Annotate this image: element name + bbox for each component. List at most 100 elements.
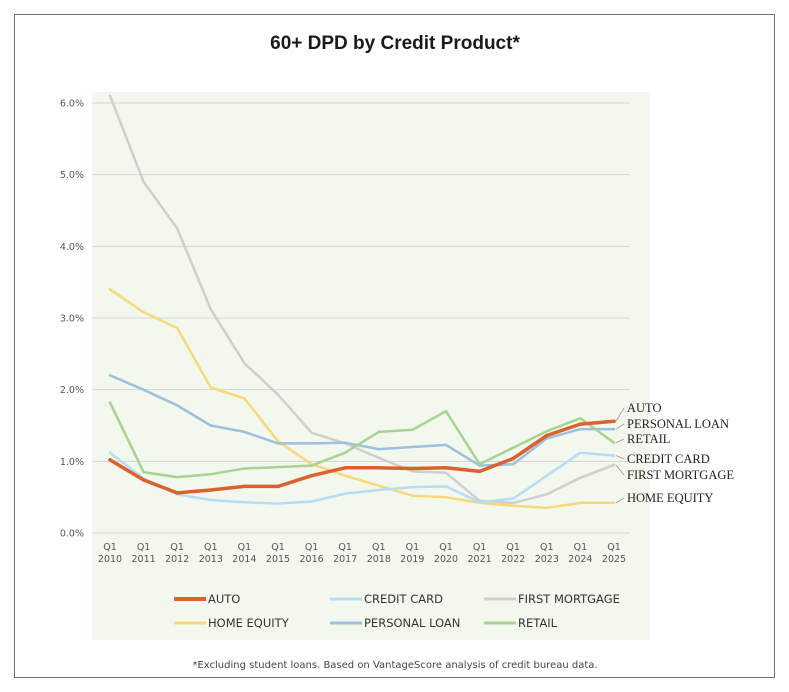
data-point-home-equity [579, 501, 582, 505]
series-line-first-mortgage [108, 94, 616, 505]
data-point-personal-loan [209, 424, 213, 427]
chart-title: 60+ DPD by Credit Product* [270, 33, 520, 54]
x-tick-label: Q1 [574, 542, 588, 553]
series-line-home-equity [108, 288, 616, 510]
data-point-first-mortgage [276, 393, 280, 396]
x-tick-label: 2018 [367, 554, 391, 565]
data-point-home-equity [545, 506, 549, 510]
x-axis: Q12010Q12011Q12012Q12013Q12014Q12015Q120… [98, 542, 626, 565]
x-tick-label: Q1 [607, 542, 621, 553]
x-tick-label: Q1 [103, 542, 117, 553]
x-tick-label: 2017 [333, 554, 357, 565]
data-point-retail [478, 462, 481, 466]
x-tick-label: Q1 [540, 542, 554, 553]
data-point-first-mortgage [175, 227, 179, 230]
series-line-auto [108, 419, 616, 495]
legend-label: AUTO [208, 592, 240, 606]
series-lines [108, 94, 616, 510]
y-tick-label: 6.0% [60, 99, 84, 110]
data-point-personal-loan [142, 388, 145, 391]
data-point-home-equity [511, 504, 515, 508]
data-point-personal-loan [377, 447, 381, 451]
end-label: FIRST MORTGAGE [627, 468, 734, 482]
end-label: RETAIL [627, 432, 670, 446]
y-tick-label: 1.0% [60, 457, 84, 468]
x-tick-label: Q1 [238, 542, 252, 553]
x-tick-label: Q1 [372, 542, 386, 553]
data-point-auto [444, 466, 448, 470]
data-point-auto [141, 478, 146, 482]
data-point-first-mortgage [511, 501, 515, 505]
data-point-personal-loan [243, 430, 246, 434]
data-point-credit-card [343, 492, 347, 495]
data-point-auto [209, 488, 213, 492]
data-point-credit-card [511, 497, 515, 500]
legend-label: FIRST MORTGAGE [518, 592, 620, 606]
data-point-home-equity [108, 288, 112, 291]
data-point-personal-loan [511, 462, 515, 466]
end-label-leader [615, 497, 625, 504]
data-point-auto [578, 422, 583, 426]
legend-label: PERSONAL LOAN [364, 616, 460, 630]
y-tick-label: 5.0% [60, 170, 84, 181]
data-point-personal-loan [175, 404, 179, 407]
data-point-credit-card [209, 498, 213, 502]
x-tick-label: 2012 [165, 554, 189, 565]
data-point-credit-card [478, 500, 481, 504]
end-label: CREDIT CARD [627, 452, 710, 466]
x-tick-label: Q1 [137, 542, 151, 553]
data-point-retail [343, 451, 347, 454]
data-point-retail [108, 401, 112, 404]
data-point-retail [444, 409, 448, 413]
series-line-credit-card [108, 451, 616, 505]
data-point-credit-card [310, 500, 313, 503]
footnote: *Excluding student loans. Based on Vanta… [192, 660, 597, 671]
data-point-auto [309, 473, 314, 478]
data-point-retail [209, 472, 213, 476]
plot-background [92, 92, 650, 640]
data-point-credit-card [108, 451, 112, 454]
x-tick-label: Q1 [271, 542, 285, 553]
data-point-credit-card [411, 485, 414, 489]
end-label-leader [615, 455, 625, 460]
data-point-first-mortgage [612, 463, 616, 467]
end-label-leader [615, 464, 625, 476]
data-point-home-equity [377, 484, 381, 487]
x-tick-label: 2016 [300, 554, 324, 565]
data-point-personal-loan [276, 442, 280, 445]
data-point-retail [175, 475, 179, 479]
x-tick-label: 2010 [98, 554, 122, 565]
data-point-credit-card [444, 485, 448, 488]
data-point-home-equity [209, 386, 213, 389]
legend-label: CREDIT CARD [364, 592, 443, 606]
end-label-leader [615, 438, 625, 444]
data-point-auto [511, 456, 515, 461]
data-point-retail [243, 467, 246, 470]
data-point-auto [175, 491, 179, 495]
data-point-home-equity [411, 494, 414, 497]
end-label: PERSONAL LOAN [627, 417, 729, 431]
data-point-first-mortgage [108, 94, 112, 98]
data-point-auto [545, 433, 549, 438]
data-point-auto [242, 484, 247, 489]
x-tick-label: 2013 [199, 554, 223, 565]
data-point-retail [310, 464, 313, 467]
data-point-credit-card [377, 488, 381, 492]
data-point-first-mortgage [377, 456, 381, 459]
legend-label: HOME EQUITY [208, 616, 290, 630]
x-tick-label: 2023 [535, 554, 559, 565]
x-tick-label: Q1 [204, 542, 218, 553]
data-point-home-equity [612, 501, 616, 505]
y-tick-label: 4.0% [60, 242, 84, 253]
data-point-personal-loan [612, 427, 616, 431]
y-tick-label: 0.0% [60, 529, 84, 540]
data-point-retail [377, 430, 381, 434]
data-point-personal-loan [108, 374, 112, 377]
end-label: HOME EQUITY [627, 491, 713, 505]
data-point-personal-loan [579, 427, 582, 431]
data-point-first-mortgage [243, 361, 246, 365]
data-point-auto [477, 469, 482, 474]
data-point-personal-loan [444, 443, 448, 447]
x-tick-label: 2014 [232, 554, 256, 565]
x-tick-label: Q1 [506, 542, 520, 553]
